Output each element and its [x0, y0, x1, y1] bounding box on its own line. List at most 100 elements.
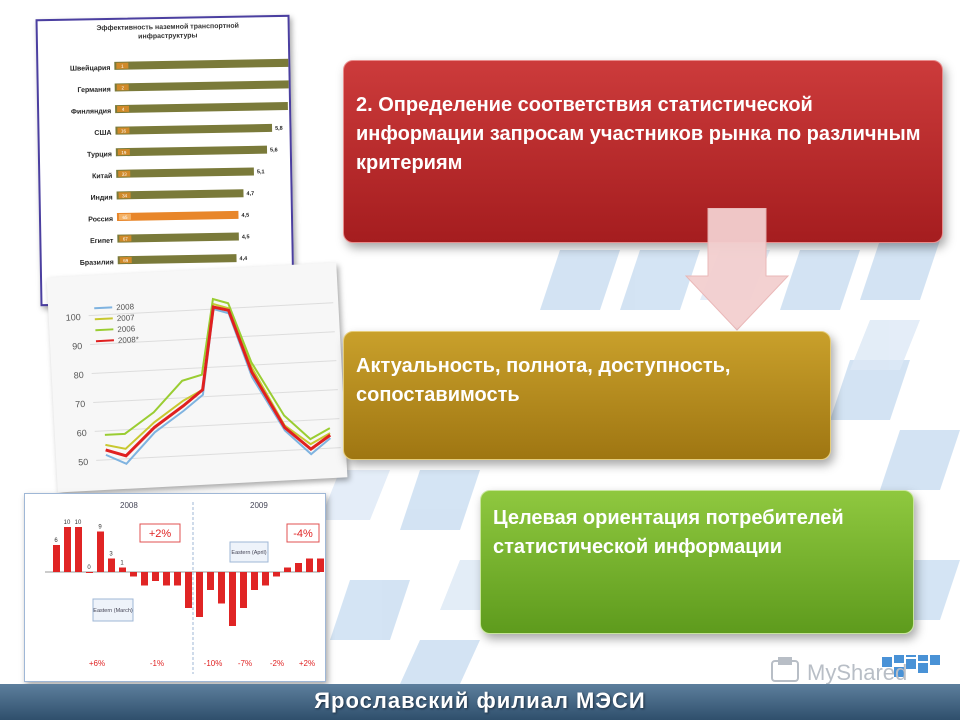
bottom-pct-label: +6%	[89, 659, 105, 668]
rank-label: 33	[122, 172, 128, 177]
red-bar-chart-thumbnail: 2008 2009 6 10 10 0 9 3 1 +2% -4% Eastern (March) Ea…	[24, 493, 326, 682]
bar	[306, 558, 313, 572]
footer-bar: Ярославский филиал МЭСИ	[0, 684, 960, 720]
y-tick: 50	[78, 457, 89, 468]
bar-value-label: 10	[75, 520, 82, 526]
rank-label: 16	[121, 128, 127, 133]
bottom-pct-label: -10%	[204, 659, 223, 668]
bar	[116, 189, 244, 200]
target-orientation-text: Целевая ориентация потребителей статисти…	[493, 507, 844, 558]
bar	[273, 572, 280, 577]
bar	[295, 563, 302, 572]
rank-marker	[118, 170, 131, 177]
value-label: 5,1	[257, 169, 265, 175]
bottom-pct-label: -2%	[270, 659, 284, 668]
quality-criteria-box: Актуальность, полнота, доступность, сопо…	[343, 331, 831, 460]
country-label: Германия	[77, 87, 110, 95]
rank-label: 65	[122, 215, 128, 220]
rank-marker	[119, 235, 132, 242]
watermark-text: MyShared	[807, 660, 908, 685]
bar	[64, 527, 71, 572]
red-bar-chart-svg: 2008 2009 6 10 10 0 9 3 1 +2% -4% Eastern (March) Ea…	[45, 501, 324, 674]
bar	[141, 572, 148, 586]
bottom-pct-label: -1%	[150, 659, 164, 668]
bar-value-label: 1	[120, 561, 124, 567]
easter-label: Eastern (March)	[93, 608, 133, 614]
bar	[240, 572, 247, 608]
easter-label: Eastern (April)	[231, 550, 266, 556]
value-label: 4,7	[246, 191, 254, 197]
target-orientation-box: Целевая ориентация потребителей статисти…	[480, 490, 914, 634]
rank-label: 1	[121, 64, 124, 69]
rank-marker	[116, 62, 129, 69]
legend-label: 2006	[117, 324, 136, 334]
bar	[115, 145, 268, 157]
series-line	[104, 297, 331, 441]
series-line	[105, 305, 332, 458]
grid-line	[94, 418, 340, 432]
y-tick: 70	[75, 399, 86, 410]
bar-chart-thumbnail: Эффективность наземной транспортной инфр…	[35, 14, 295, 307]
rank-marker	[116, 84, 129, 91]
bar-value-label: 3	[109, 552, 113, 558]
y-tick: 80	[73, 370, 84, 381]
bar	[108, 558, 115, 572]
bar	[115, 123, 273, 135]
rank-marker	[117, 127, 130, 134]
badge-right: -4%	[293, 528, 313, 540]
grid-line	[90, 331, 335, 346]
bar	[130, 572, 137, 577]
bar	[53, 545, 60, 572]
year-label: 2008	[120, 501, 138, 510]
rank-label: 19	[121, 150, 127, 155]
bar	[97, 531, 104, 572]
rank-marker	[118, 213, 132, 221]
bar	[117, 254, 237, 265]
legend-swatch	[94, 306, 113, 310]
bar	[86, 572, 93, 573]
bar	[116, 167, 254, 178]
bar-chart-svg: Швейцария16,5Германия26,6Финляндия46,4СШ…	[70, 58, 293, 290]
bar	[284, 567, 291, 572]
down-arrow-icon	[684, 208, 790, 331]
easter-box	[92, 598, 134, 622]
rank-label: 4	[122, 107, 125, 112]
value-label: 4,5	[241, 213, 249, 219]
country-label: Индия	[90, 195, 112, 202]
rank-label: 2	[121, 85, 124, 90]
bar-value-label: 0	[87, 565, 91, 571]
footer-text: Ярославский филиал МЭСИ	[314, 688, 646, 713]
country-label: Финляндия	[71, 108, 111, 116]
value-label: 4,5	[242, 234, 250, 240]
rank-marker	[117, 149, 130, 156]
legend-label: 2008	[116, 302, 135, 312]
bar	[117, 232, 239, 243]
rank-marker	[119, 256, 132, 264]
rank-label: 69	[123, 258, 129, 263]
bar	[174, 572, 181, 586]
bar	[114, 80, 293, 92]
y-tick: 100	[65, 312, 81, 323]
legend-swatch	[94, 317, 113, 321]
easter-box	[229, 541, 269, 563]
bar	[114, 58, 290, 70]
bottom-pct-label: -7%	[238, 659, 252, 668]
value-label: 4,4	[239, 256, 248, 262]
bar	[185, 572, 192, 608]
legend-swatch	[95, 328, 114, 332]
legend-label: 2007	[117, 313, 136, 323]
bottom-pct-label: +2%	[299, 659, 315, 668]
rank-marker	[117, 105, 130, 113]
quality-criteria-text: Актуальность, полнота, доступность, сопо…	[356, 355, 731, 406]
country-label: США	[94, 130, 111, 137]
y-tick: 90	[72, 341, 83, 352]
bar-value-label: 6	[54, 538, 58, 544]
rank-marker	[118, 192, 131, 199]
bar	[262, 572, 269, 586]
rank-label: 34	[122, 193, 128, 198]
grid-line	[96, 447, 341, 461]
rank-label: 67	[123, 236, 129, 241]
year-label: 2009	[250, 501, 268, 510]
badge-box	[139, 523, 181, 543]
